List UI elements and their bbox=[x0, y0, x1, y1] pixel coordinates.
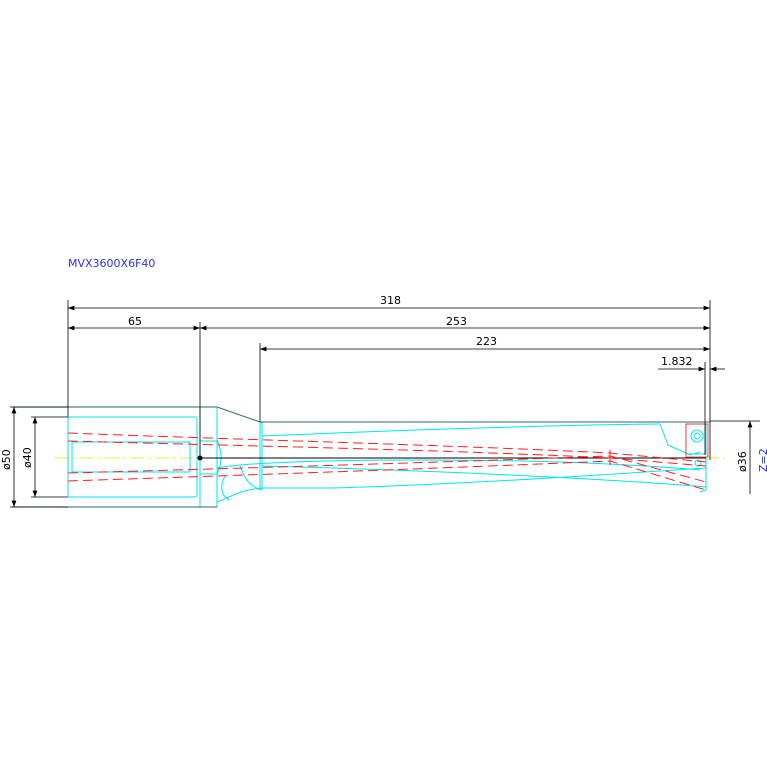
dimensions bbox=[10, 300, 760, 508]
body-outline bbox=[12, 406, 710, 508]
dim-inner-diameter: ø40 bbox=[21, 447, 34, 468]
coolant-channels bbox=[67, 432, 707, 491]
dim-tip-offset: 1.832 bbox=[661, 355, 693, 368]
dim-flute-length: 223 bbox=[476, 335, 497, 348]
flute-count: Z=2 bbox=[757, 448, 767, 472]
insert-outline bbox=[685, 423, 709, 458]
dim-cutting-diameter: ø36 bbox=[736, 451, 749, 472]
drawing-title: MVX3600X6F40 bbox=[68, 257, 155, 270]
dim-shank-diameter: ø50 bbox=[0, 449, 13, 470]
dim-shank-length: 65 bbox=[128, 315, 142, 328]
dim-body-length: 253 bbox=[446, 315, 467, 328]
dim-overall-length: 318 bbox=[380, 294, 401, 307]
